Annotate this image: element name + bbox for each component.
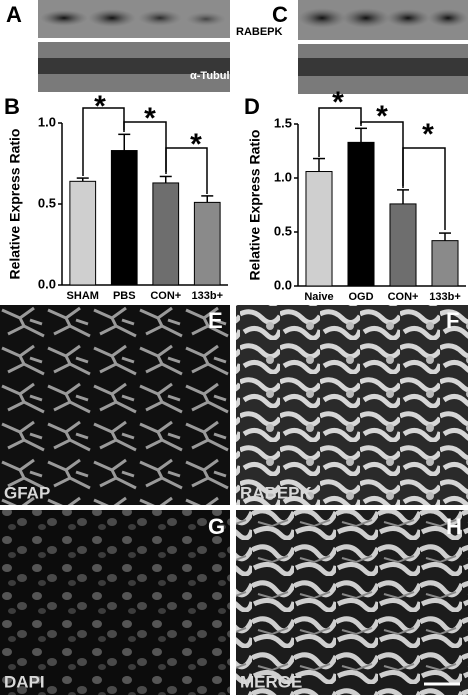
bar (347, 141, 375, 287)
micrograph (236, 510, 468, 695)
x-tick-label: SHAM (67, 290, 99, 302)
bar (389, 203, 417, 287)
micrograph (0, 305, 230, 505)
y-axis-label: Relative Express Ratio (7, 129, 23, 280)
panel-letter: C (272, 2, 288, 27)
micrograph (0, 510, 230, 695)
stain-label: DAPI (4, 672, 45, 691)
stain-label: GFAP (4, 483, 50, 502)
bar (305, 171, 333, 287)
panel-letter: G (208, 514, 225, 539)
bar (110, 150, 138, 286)
significance-star: * (94, 90, 106, 123)
blot-label: RABEPK (236, 26, 283, 38)
bar (152, 182, 180, 286)
panel-letter: H (446, 514, 462, 539)
blot-label: α-Tubulin (190, 70, 240, 82)
micrograph (236, 305, 468, 505)
significance-brackets (82, 107, 446, 230)
panel-letter: F (446, 308, 459, 333)
stain-label: RABEPK (240, 483, 313, 502)
x-tick-label: CON+ (388, 291, 419, 303)
y-tick-label: 0.5 (274, 223, 292, 238)
x-tick-label: Naive (304, 291, 333, 303)
x-tick-label: 133b+ (429, 291, 461, 303)
bar (193, 201, 221, 286)
significance-star: * (422, 118, 434, 151)
y-tick-label: 0.0 (274, 277, 292, 292)
panel-letter: E (208, 308, 223, 333)
x-tick-label: PBS (113, 290, 136, 302)
y-tick-label: 0.0 (38, 276, 56, 291)
y-tick-label: 0.5 (38, 195, 56, 210)
panel-letter: A (6, 2, 22, 27)
significance-star: * (144, 102, 156, 135)
y-tick-label: 1.5 (274, 115, 292, 130)
bar (69, 180, 97, 286)
significance-star: * (332, 86, 344, 119)
y-tick-label: 1.0 (38, 114, 56, 129)
significance-star: * (190, 128, 202, 161)
x-tick-label: 133b+ (192, 290, 224, 302)
blot-a (38, 0, 230, 92)
x-tick-label: OGD (348, 291, 373, 303)
panel-letter: D (244, 94, 260, 119)
x-tick-label: CON+ (150, 290, 181, 302)
panel-letter: B (4, 94, 20, 119)
significance-star: * (376, 100, 388, 133)
y-tick-label: 1.0 (274, 169, 292, 184)
y-axis-label: Relative Express Ratio (247, 130, 263, 281)
bar (431, 240, 459, 287)
stain-label: MERGE (240, 672, 302, 691)
blot-c (298, 0, 468, 94)
